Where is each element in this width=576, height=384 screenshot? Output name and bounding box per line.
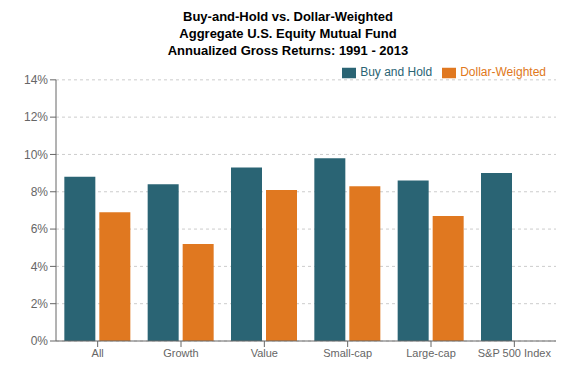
svg-text:12%: 12% bbox=[24, 110, 48, 124]
svg-text:Value: Value bbox=[251, 347, 278, 359]
svg-text:14%: 14% bbox=[24, 73, 48, 87]
html-text:Aggregate U.S. Equity Mutual F: Aggregate U.S. Equity Mutual Fund bbox=[179, 26, 397, 41]
svg-text:8%: 8% bbox=[31, 185, 49, 199]
svg-text:10%: 10% bbox=[24, 148, 48, 162]
svg-text:All: All bbox=[92, 347, 104, 359]
html-text:Buy-and-Hold vs. Dollar-Weight: Buy-and-Hold vs. Dollar-Weighted bbox=[183, 9, 393, 24]
html-text:Buy and Hold: Buy and Hold bbox=[360, 65, 433, 79]
svg-text:2%: 2% bbox=[31, 297, 49, 311]
svg-text:4%: 4% bbox=[31, 260, 49, 274]
svg-text:Small-cap: Small-cap bbox=[323, 347, 372, 359]
svg-text:Growth: Growth bbox=[163, 347, 198, 359]
svg-text:S&P 500 Index: S&P 500 Index bbox=[478, 347, 552, 359]
html-text:Annualized Gross Returns: 1991: Annualized Gross Returns: 1991 - 2013 bbox=[167, 43, 409, 58]
svg-text:0%: 0% bbox=[31, 334, 49, 348]
html-text:Dollar-Weighted: Dollar-Weighted bbox=[460, 65, 546, 79]
svg-text:6%: 6% bbox=[31, 222, 49, 236]
svg-text:Large-cap: Large-cap bbox=[406, 347, 456, 359]
